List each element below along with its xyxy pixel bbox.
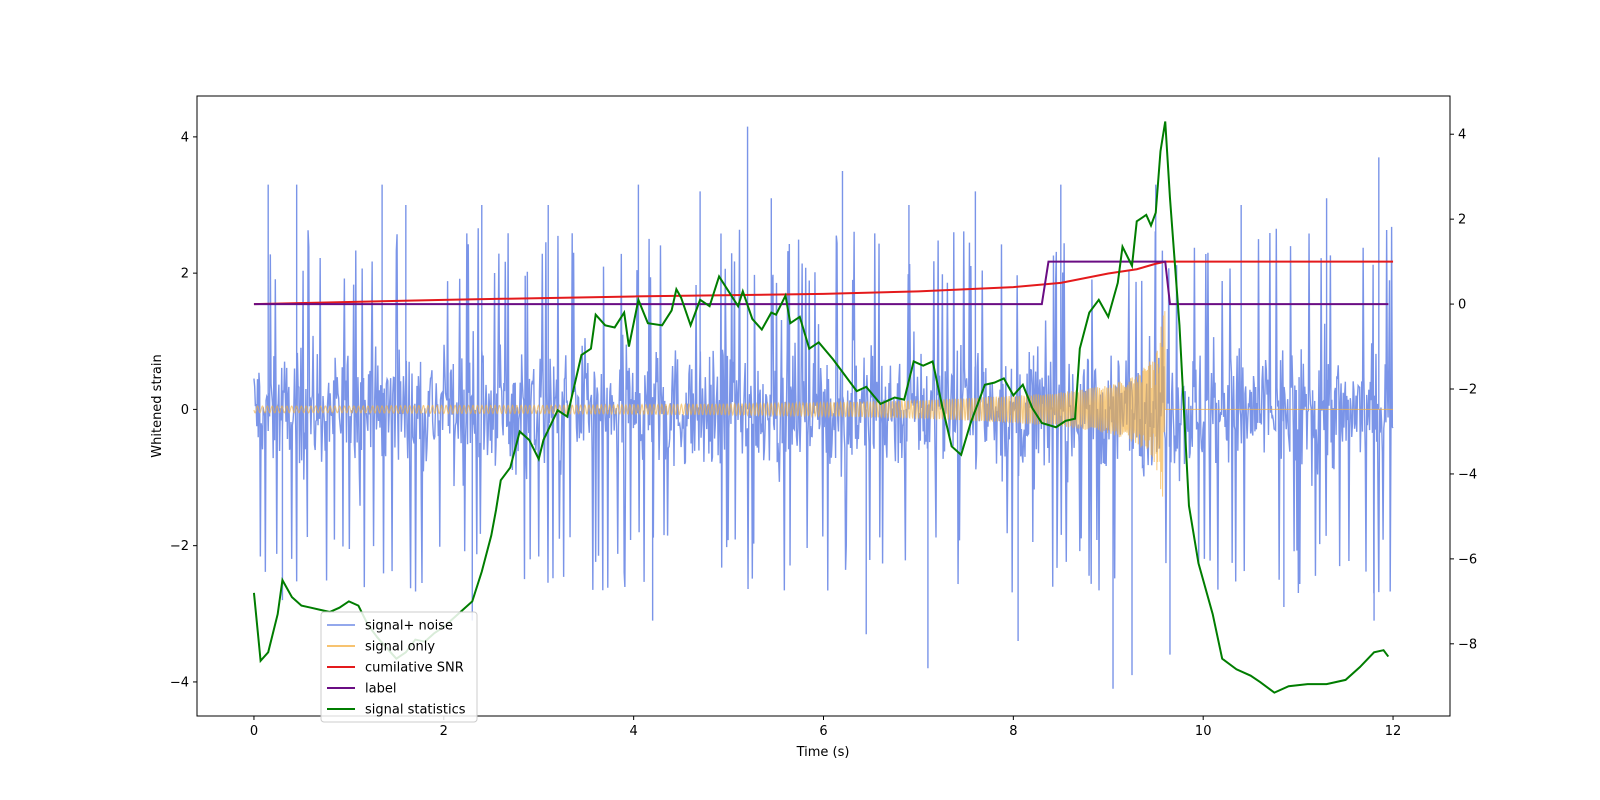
x-tick-label: 6 (819, 724, 827, 739)
y-right-tick-label: 4 (1458, 128, 1466, 143)
x-axis-label: Time (s) (796, 745, 850, 760)
y-right-tick-label: −6 (1458, 552, 1477, 567)
legend-entry: signal statistics (365, 703, 466, 718)
legend-box (320, 611, 478, 723)
series-label (253, 260, 1389, 306)
y-right-tick-label: 0 (1458, 298, 1466, 313)
series-cumulative-snr (253, 260, 1394, 306)
series-signal-only (253, 311, 1394, 497)
x-tick-label: 10 (1195, 724, 1212, 739)
y-left-tick-label: −4 (170, 675, 189, 690)
legend-entry: cumilative SNR (365, 661, 464, 676)
legend-entry: label (365, 682, 396, 697)
x-tick-label: 12 (1385, 724, 1402, 739)
axis-ticks: 0 2 4 6 8 10 12 −4 −2 0 2 4 −8 −6 −4 −2 0 2 4 (170, 128, 1477, 739)
x-tick-label: 4 (630, 724, 638, 739)
y-left-tick-label: 0 (181, 403, 189, 418)
y-left-tick-label: 4 (181, 130, 189, 145)
legend-entry: signal+ noise (365, 619, 453, 634)
y-right-tick-label: 2 (1458, 213, 1466, 228)
x-tick-label: 2 (440, 724, 448, 739)
x-tick-label: 8 (1009, 724, 1017, 739)
y-right-tick-label: −2 (1458, 383, 1477, 398)
y-right-tick-label: −4 (1458, 467, 1477, 482)
y-axis-label: Whitened strain (150, 354, 165, 457)
y-right-tick-label: −8 (1458, 637, 1477, 652)
legend-entry: signal only (365, 640, 435, 655)
legend: signal+ noise signal only cumilative SNR la… (320, 611, 478, 723)
y-left-tick-label: 2 (181, 267, 189, 282)
y-left-tick-label: −2 (170, 539, 189, 554)
x-tick-label: 0 (250, 724, 258, 739)
